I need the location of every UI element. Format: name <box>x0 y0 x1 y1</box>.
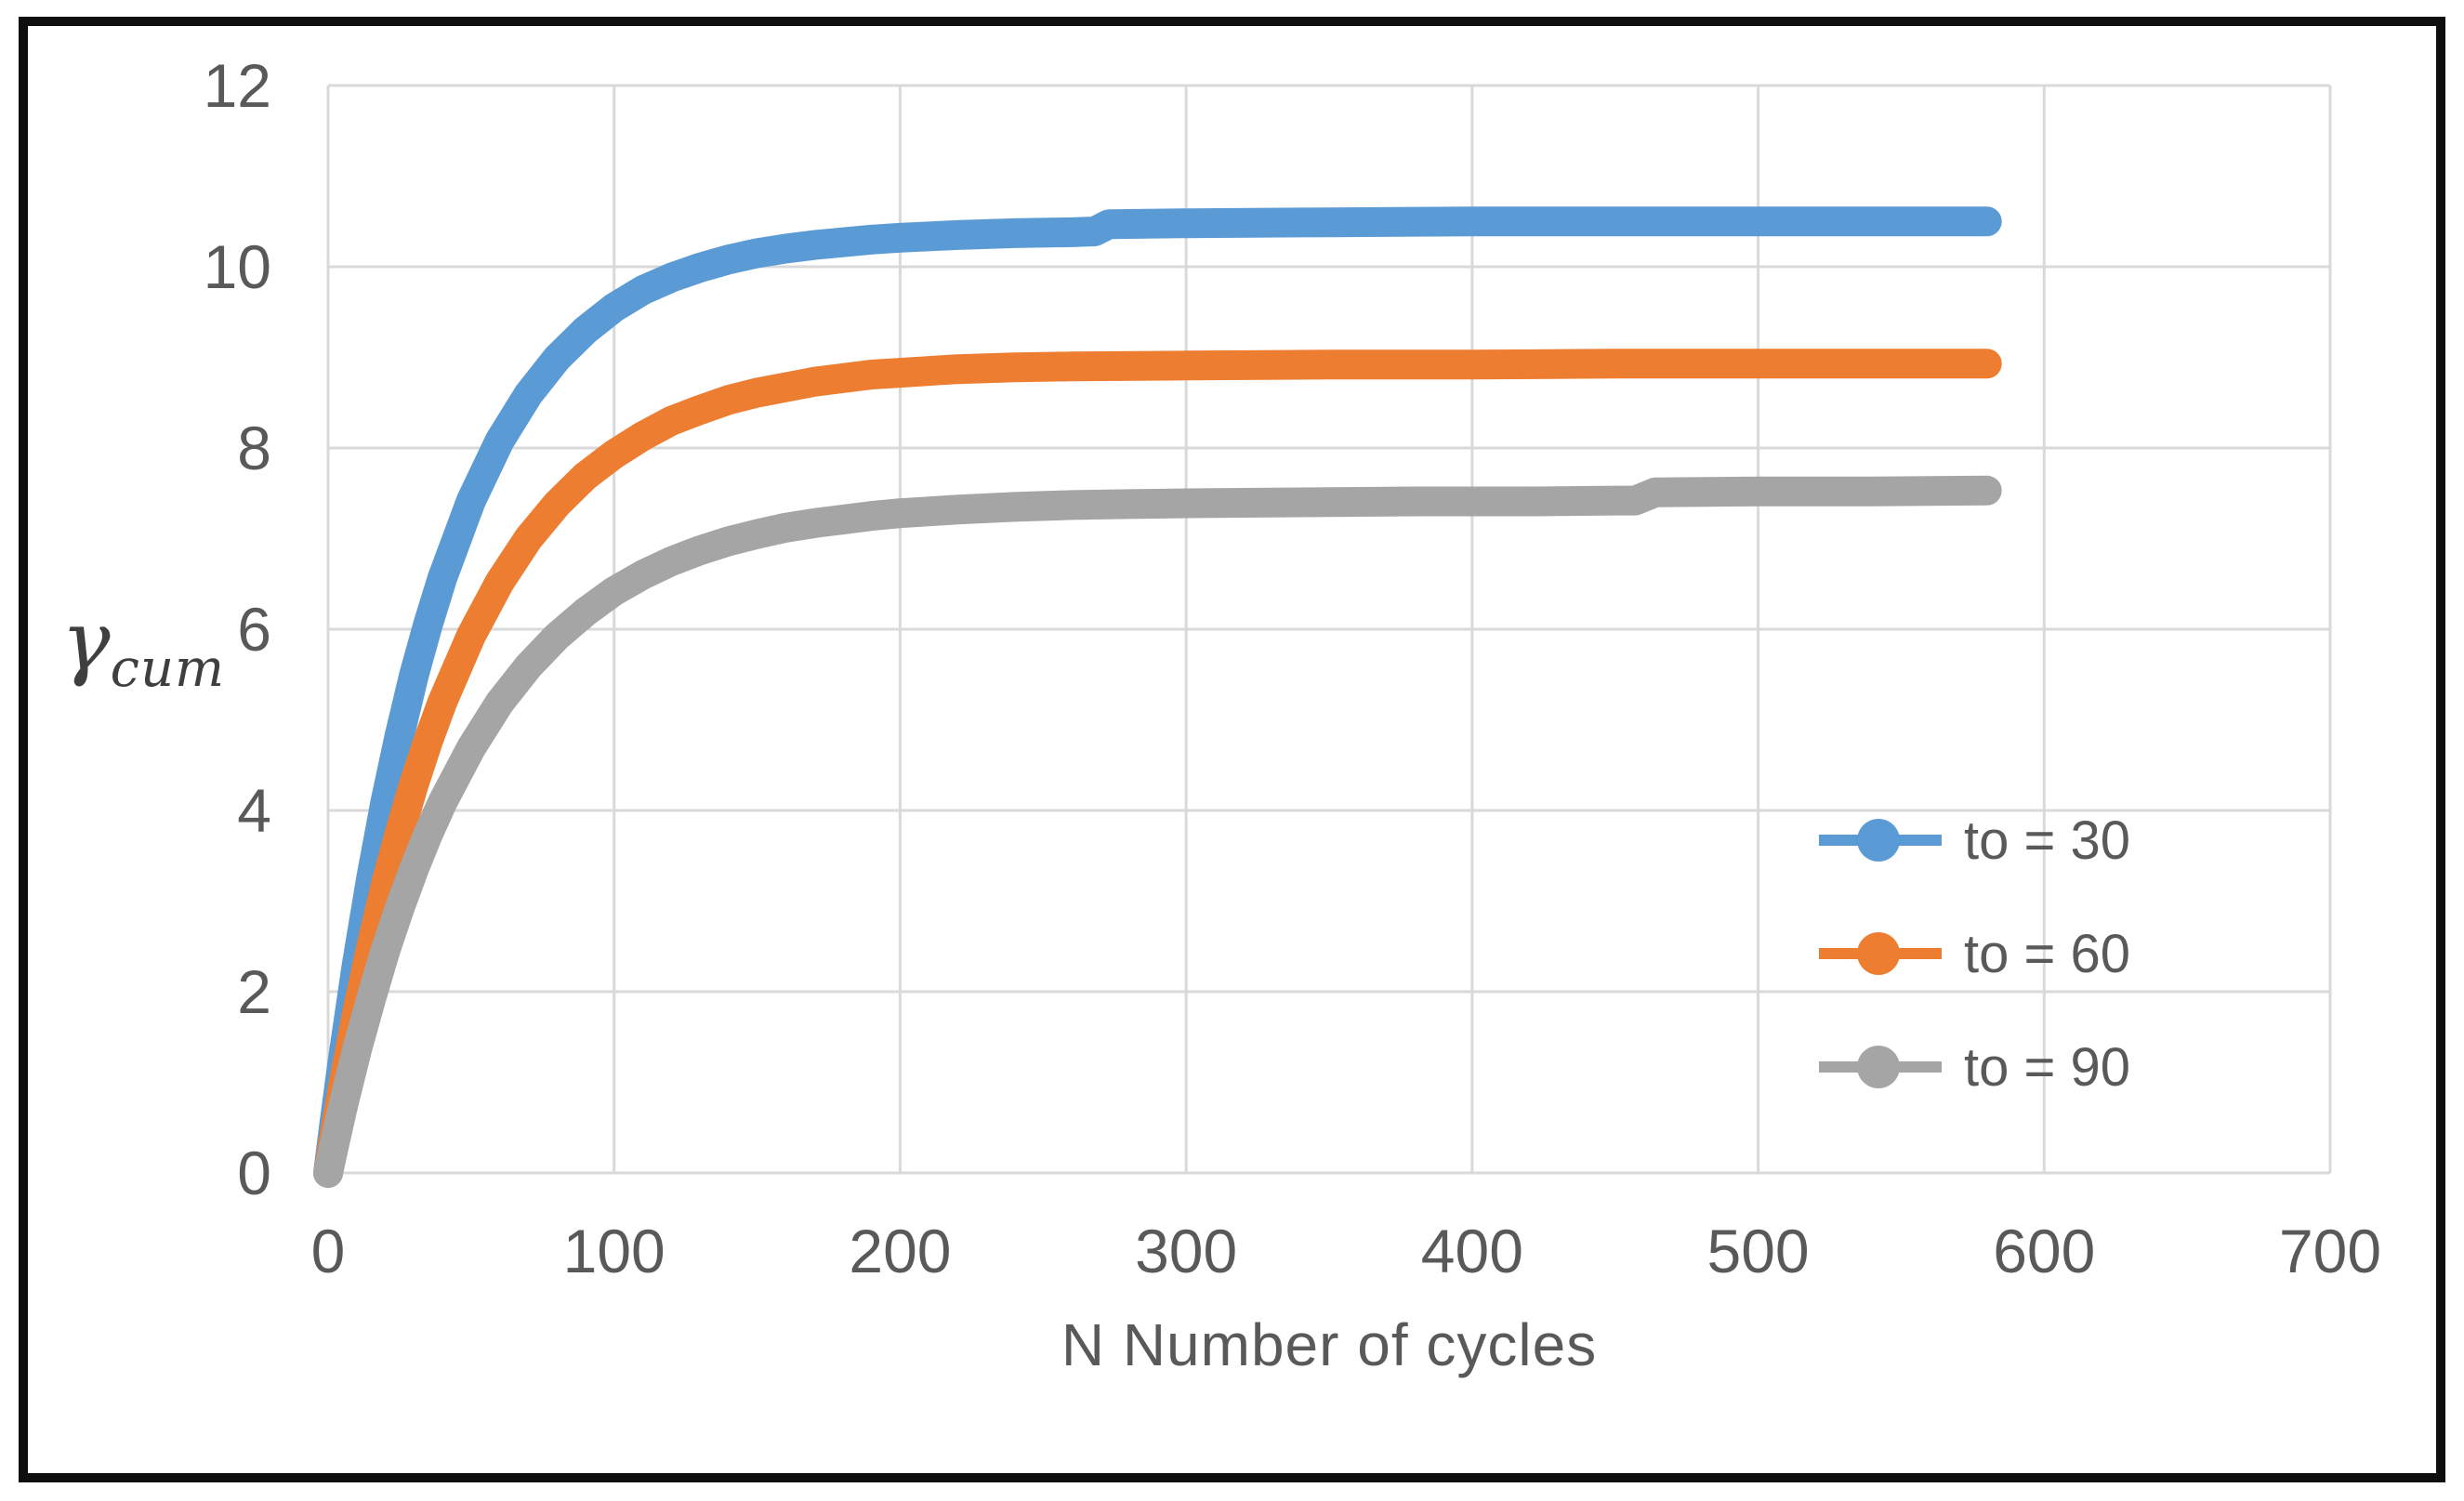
y-tick-label-10: 10 <box>203 232 271 301</box>
x-tick-label-500: 500 <box>1706 1217 1810 1285</box>
gridlines <box>326 84 2332 1175</box>
x-tick-label-100: 100 <box>562 1217 665 1285</box>
series-curves <box>313 206 2002 1188</box>
legend-marker-icon <box>1857 819 1900 862</box>
curve-to-60 <box>313 349 2002 1188</box>
legend-item-to-30: to = 30 <box>1817 807 2130 874</box>
y-axis-title-subscript: cum <box>110 639 226 699</box>
curve-to-90 <box>313 475 2002 1188</box>
y-tick-label-12: 12 <box>203 51 271 120</box>
x-tick-label-0: 0 <box>310 1217 346 1285</box>
x-tick-label-600: 600 <box>1993 1217 2096 1285</box>
y-tick-label-8: 8 <box>237 414 271 482</box>
x-tick-label-700: 700 <box>2278 1217 2382 1285</box>
legend-label: to = 90 <box>1964 1036 2130 1098</box>
y-tick-label-6: 6 <box>237 595 271 664</box>
y-tick-label-4: 4 <box>237 776 271 845</box>
legend: to = 30 to = 60 to = 90 <box>1817 807 2130 1147</box>
legend-marker-icon <box>1857 1046 1900 1088</box>
y-tick-label-2: 2 <box>237 957 271 1026</box>
x-tick-label-200: 200 <box>849 1217 952 1285</box>
legend-item-to-60: to = 60 <box>1817 920 2130 987</box>
x-axis-title: N Number of cycles <box>1061 1311 1598 1378</box>
y-axis-title-symbol: γ <box>61 593 111 689</box>
legend-label: to = 30 <box>1964 810 2130 871</box>
y-axis-title: γcum <box>61 593 225 699</box>
legend-swatch-to-90 <box>1819 1046 1942 1088</box>
y-tick-label-0: 0 <box>237 1139 271 1207</box>
legend-swatch-to-30 <box>1819 819 1942 862</box>
x-tick-label-300: 300 <box>1135 1217 1238 1285</box>
legend-item-to-90: to = 90 <box>1817 1034 2130 1100</box>
legend-marker-icon <box>1857 932 1900 975</box>
x-tick-label-400: 400 <box>1420 1217 1523 1285</box>
legend-label: to = 60 <box>1964 923 2130 984</box>
legend-swatch-to-60 <box>1819 932 1942 975</box>
curve-to-30 <box>313 206 2002 1188</box>
